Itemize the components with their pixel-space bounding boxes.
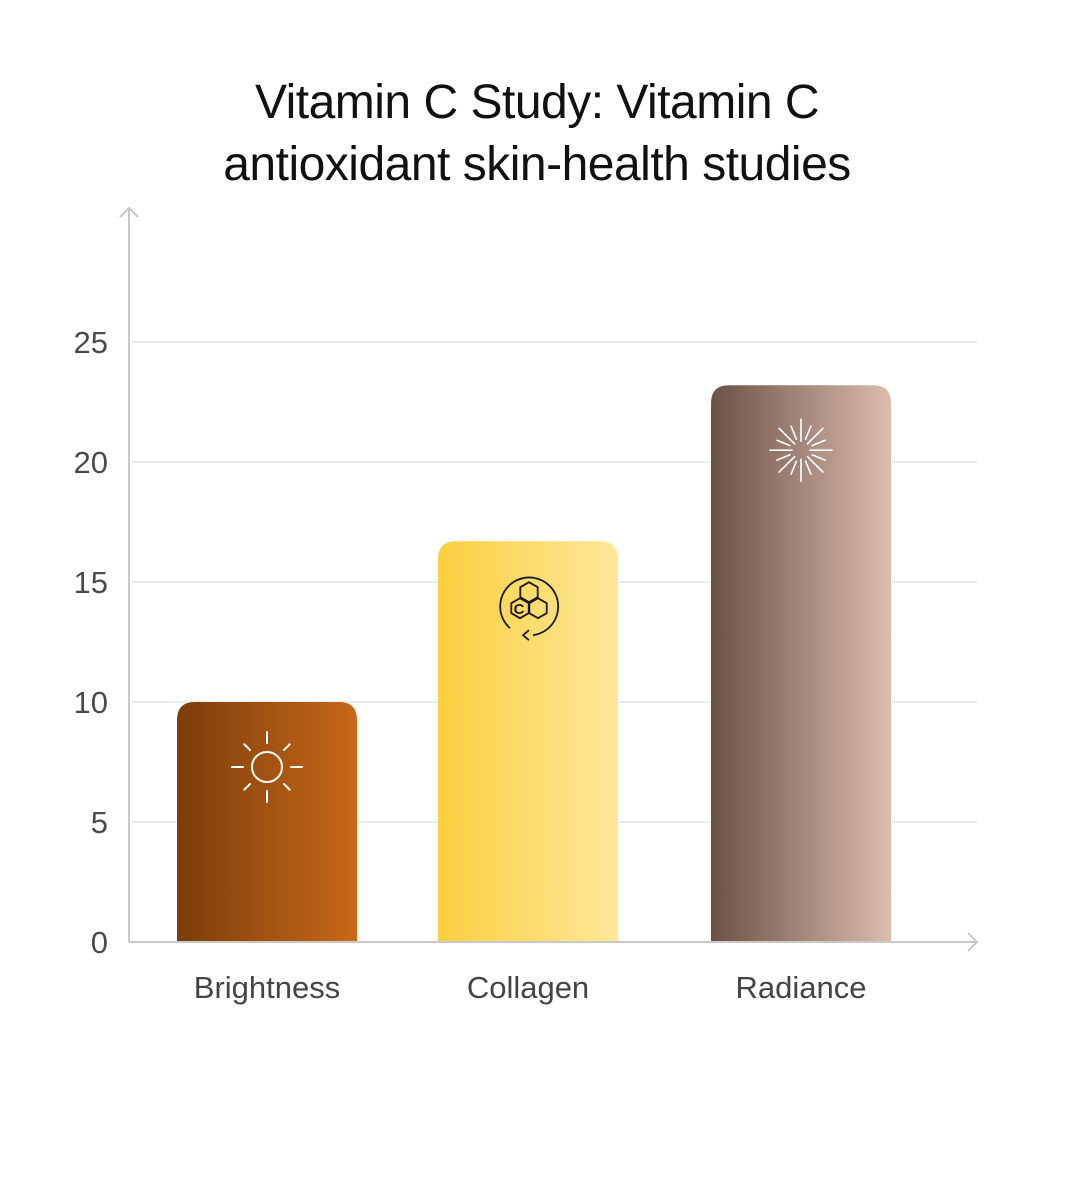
y-tick-label: 20: [74, 445, 108, 480]
y-axis-arrow: [119, 206, 139, 218]
bar-brightness: [177, 702, 357, 942]
bar-collagen: [438, 541, 618, 942]
chart-title-line-2: antioxidant skin-health studies: [223, 138, 851, 191]
x-axis-arrow: [967, 932, 979, 952]
chart-title: Vitamin C Study: Vitamin C antioxidant s…: [0, 72, 1074, 196]
x-tick-label: Radiance: [736, 970, 867, 1005]
x-tick-label: Collagen: [467, 970, 589, 1005]
sun-icon: [231, 731, 303, 803]
y-tick-label: 25: [74, 325, 108, 360]
y-tick-label: 15: [74, 565, 108, 600]
svg-text:C: C: [514, 601, 525, 618]
radiance-burst-icon: [769, 418, 833, 483]
chart-title-line-1: Vitamin C Study: Vitamin C: [254, 76, 820, 129]
collagen-molecule-icon: C: [499, 576, 560, 641]
x-tick-label: Brightness: [194, 970, 340, 1005]
y-tick-label: 5: [91, 805, 108, 840]
bar-radiance: [711, 385, 891, 942]
y-tick-label: 10: [74, 685, 108, 720]
y-tick-label: 0: [91, 925, 108, 960]
